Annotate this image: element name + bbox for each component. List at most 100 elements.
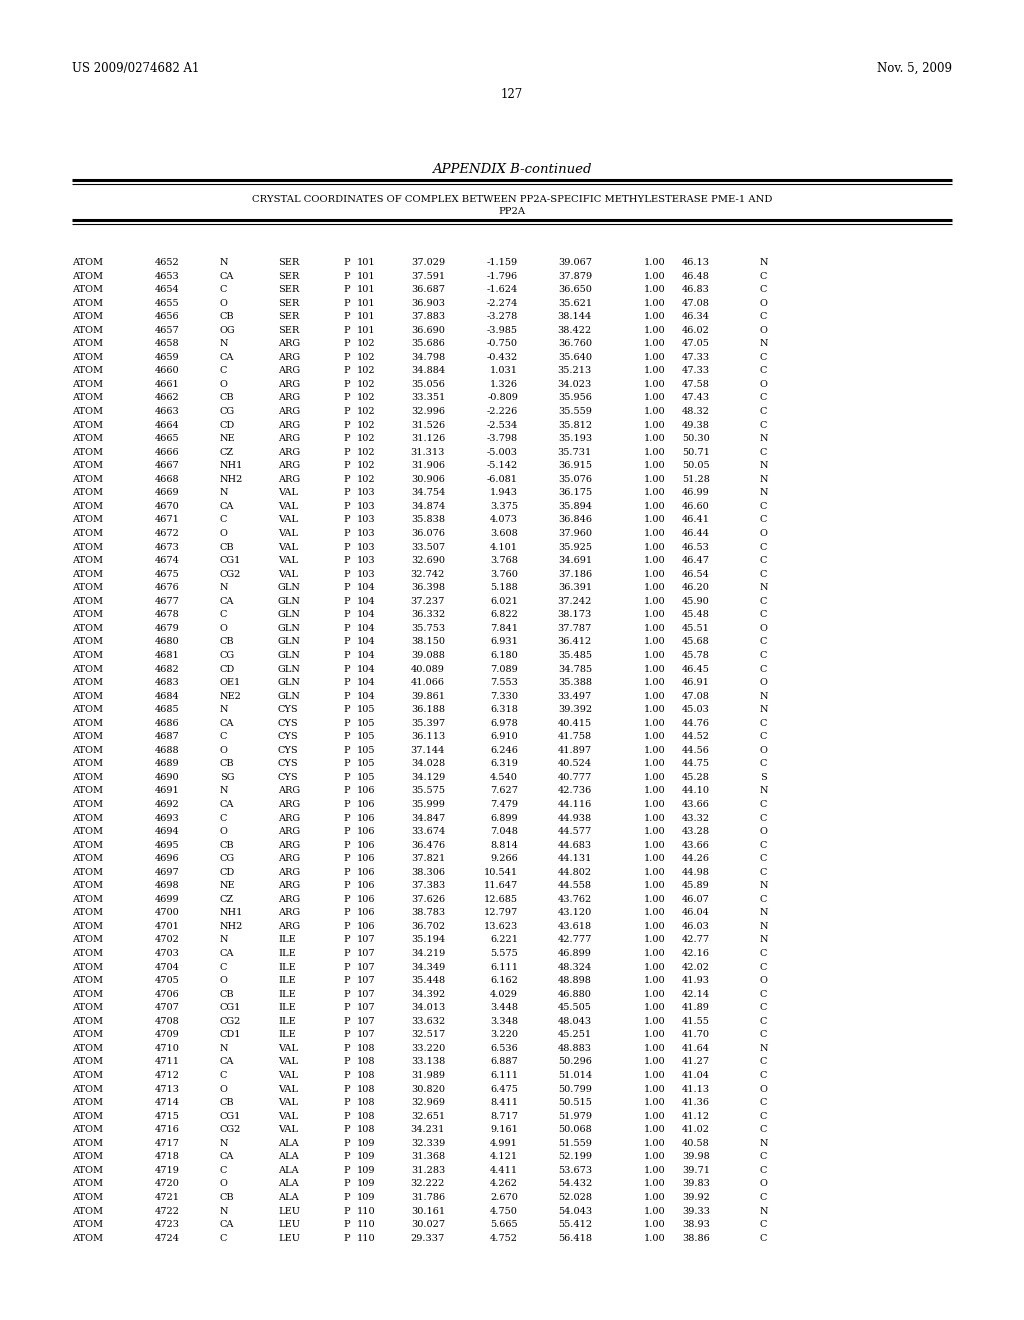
Text: 4661: 4661 [155,380,180,389]
Text: C: C [760,841,767,850]
Text: CG: CG [220,407,236,416]
Text: 35.731: 35.731 [558,447,592,457]
Text: -5.003: -5.003 [487,447,518,457]
Text: 44.938: 44.938 [558,813,592,822]
Text: 4656: 4656 [155,313,179,321]
Text: P: P [343,1166,349,1175]
Text: 35.956: 35.956 [558,393,592,403]
Text: VAL: VAL [278,1085,298,1093]
Text: P: P [343,1044,349,1053]
Text: 36.915: 36.915 [558,461,592,470]
Text: C: C [760,1111,767,1121]
Text: ATOM: ATOM [72,705,103,714]
Text: 46.13: 46.13 [682,257,710,267]
Text: ATOM: ATOM [72,610,103,619]
Text: 104: 104 [356,597,375,606]
Text: CB: CB [220,638,234,647]
Text: C: C [760,638,767,647]
Text: 104: 104 [356,678,375,686]
Text: 44.577: 44.577 [558,828,592,836]
Text: 36.188: 36.188 [411,705,445,714]
Text: ATOM: ATOM [72,556,103,565]
Text: C: C [760,664,767,673]
Text: N: N [220,705,228,714]
Text: 6.111: 6.111 [490,1071,518,1080]
Text: 45.48: 45.48 [682,610,710,619]
Text: 40.415: 40.415 [558,718,592,727]
Text: 43.28: 43.28 [682,828,710,836]
Text: C: C [760,285,767,294]
Text: 4677: 4677 [155,597,180,606]
Text: N: N [760,908,768,917]
Text: P: P [343,326,349,335]
Text: 37.787: 37.787 [558,624,592,632]
Text: US 2009/0274682 A1: US 2009/0274682 A1 [72,62,200,75]
Text: 38.93: 38.93 [682,1220,710,1229]
Text: P: P [343,705,349,714]
Text: 41.93: 41.93 [682,977,710,985]
Text: 104: 104 [356,651,375,660]
Text: P: P [343,570,349,578]
Text: O: O [760,326,768,335]
Text: 4695: 4695 [155,841,179,850]
Text: 36.113: 36.113 [411,733,445,742]
Text: 46.53: 46.53 [682,543,710,552]
Text: 4672: 4672 [155,529,180,539]
Text: VAL: VAL [278,1044,298,1053]
Text: -5.142: -5.142 [486,461,518,470]
Text: P: P [343,1125,349,1134]
Text: ILE: ILE [278,962,296,972]
Text: CYS: CYS [278,746,299,755]
Text: CB: CB [220,1193,234,1203]
Text: N: N [220,787,228,796]
Text: 109: 109 [356,1166,375,1175]
Text: N: N [760,936,768,945]
Text: 108: 108 [356,1125,375,1134]
Text: 33.351: 33.351 [411,393,445,403]
Text: P: P [343,434,349,444]
Text: 4670: 4670 [155,502,180,511]
Text: 1.00: 1.00 [643,475,665,484]
Text: C: C [220,610,227,619]
Text: C: C [760,1016,767,1026]
Text: 4652: 4652 [155,257,180,267]
Text: 110: 110 [356,1220,375,1229]
Text: 107: 107 [356,990,375,999]
Text: 1.00: 1.00 [643,828,665,836]
Text: 41.36: 41.36 [682,1098,710,1107]
Text: C: C [220,733,227,742]
Text: ATOM: ATOM [72,664,103,673]
Text: 1.00: 1.00 [643,583,665,593]
Text: P: P [343,962,349,972]
Text: N: N [220,339,228,348]
Text: 104: 104 [356,638,375,647]
Text: 4.121: 4.121 [489,1152,518,1162]
Text: GLN: GLN [278,638,301,647]
Text: 106: 106 [356,867,375,876]
Text: 105: 105 [356,774,375,781]
Text: 106: 106 [356,813,375,822]
Text: N: N [760,787,768,796]
Text: N: N [220,1206,228,1216]
Text: 34.231: 34.231 [411,1125,445,1134]
Text: 1.00: 1.00 [643,759,665,768]
Text: 1.00: 1.00 [643,1044,665,1053]
Text: 32.222: 32.222 [411,1179,445,1188]
Text: CRYSTAL COORDINATES OF COMPLEX BETWEEN PP2A-SPECIFIC METHYLESTERASE PME-1 AND: CRYSTAL COORDINATES OF COMPLEX BETWEEN P… [252,195,772,205]
Text: C: C [220,1071,227,1080]
Text: ATOM: ATOM [72,908,103,917]
Text: 4688: 4688 [155,746,179,755]
Text: C: C [760,1071,767,1080]
Text: P: P [343,1003,349,1012]
Text: 103: 103 [356,556,375,565]
Text: 37.242: 37.242 [558,597,592,606]
Text: ATOM: ATOM [72,339,103,348]
Text: 1.00: 1.00 [643,1071,665,1080]
Text: P: P [343,828,349,836]
Text: C: C [760,895,767,904]
Text: 104: 104 [356,610,375,619]
Text: 41.55: 41.55 [682,1016,710,1026]
Text: 42.736: 42.736 [558,787,592,796]
Text: C: C [760,1031,767,1039]
Text: 34.847: 34.847 [411,813,445,822]
